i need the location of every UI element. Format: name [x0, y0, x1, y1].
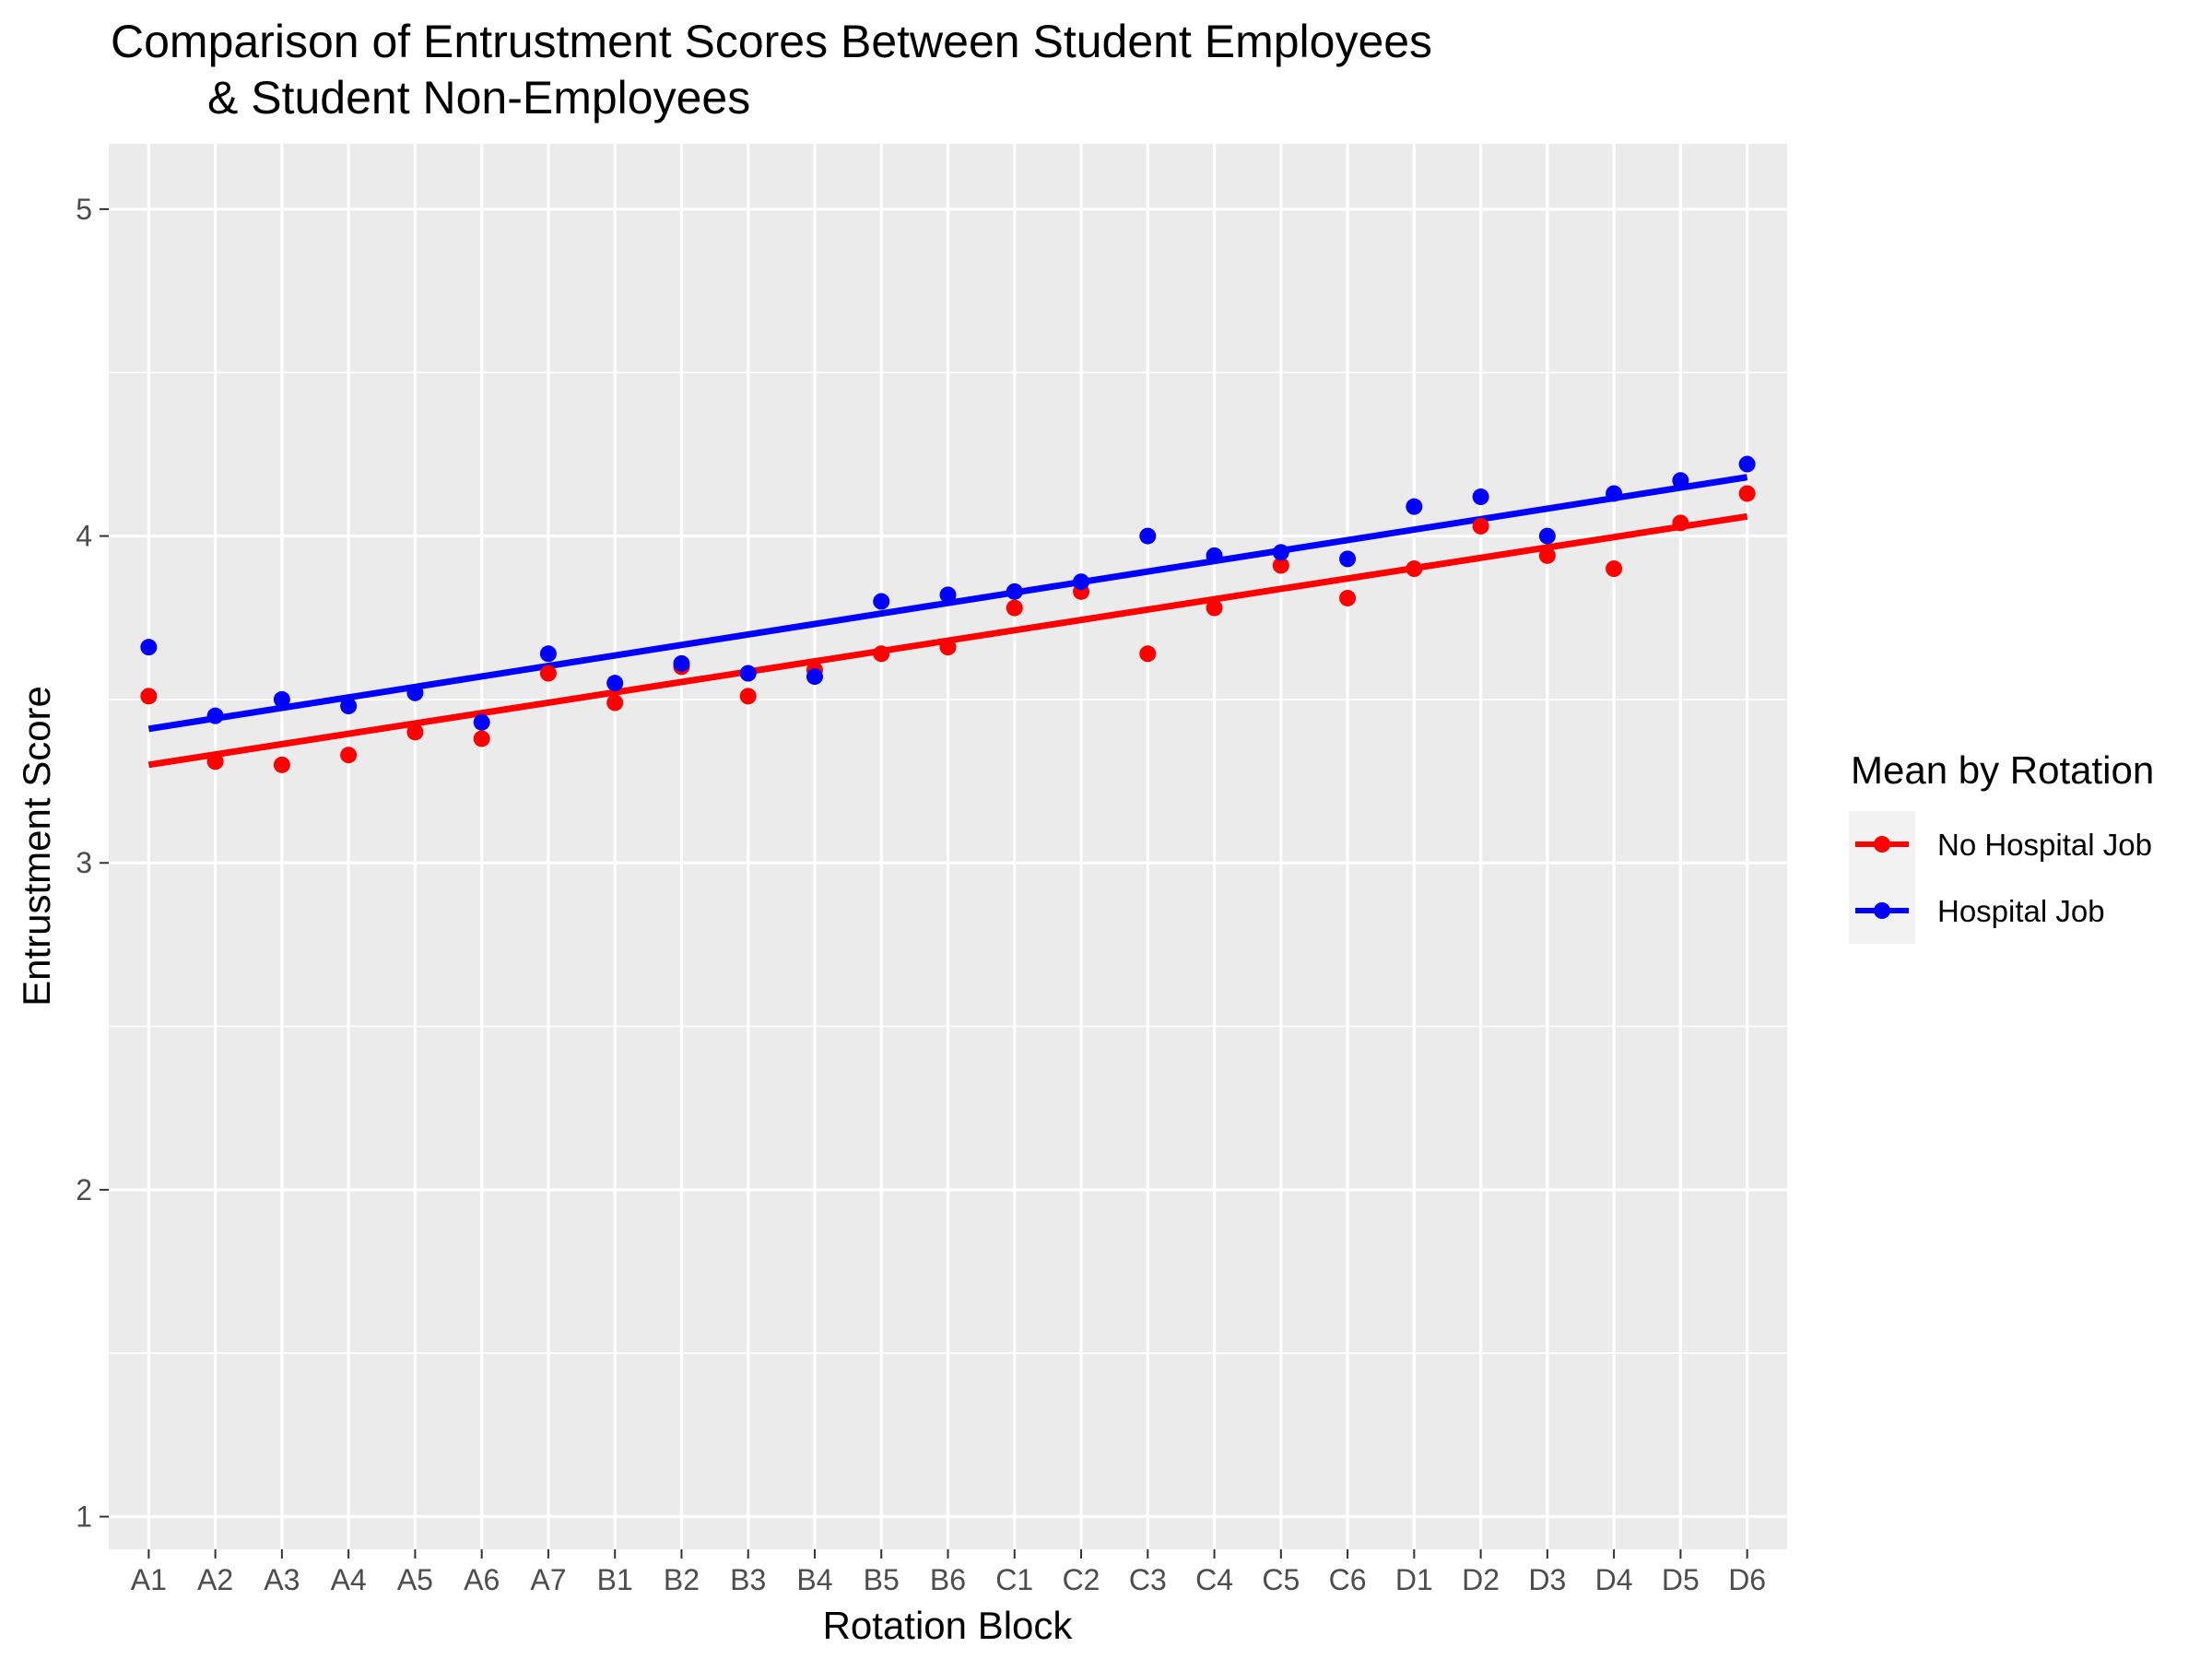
x-tick-label-b4: B4 — [796, 1563, 832, 1596]
legend-keys — [1855, 836, 1909, 919]
legend-label-hospital-job: Hospital Job — [1937, 894, 2105, 928]
point-no-hospital-job-d1 — [1406, 560, 1423, 578]
point-hospital-job-a3 — [273, 690, 290, 708]
point-hospital-job-c6 — [1339, 550, 1357, 568]
point-hospital-job-d5 — [1672, 472, 1689, 489]
x-tick-label-a5: A5 — [397, 1563, 433, 1596]
data-points — [140, 455, 1756, 773]
grid-major — [109, 144, 1787, 1549]
y-tick-label: 5 — [76, 193, 92, 226]
chart-title-line2: & Student Non-Employees — [207, 72, 750, 124]
point-no-hospital-job-a7 — [539, 665, 557, 682]
x-tick-label-a1: A1 — [131, 1563, 167, 1596]
point-hospital-job-a6 — [473, 713, 490, 731]
point-no-hospital-job-d2 — [1472, 517, 1489, 535]
point-hospital-job-a4 — [340, 698, 358, 714]
x-tick-label-d2: D2 — [1462, 1563, 1500, 1596]
x-tick-label-c1: C1 — [995, 1563, 1033, 1596]
x-tick-label-b5: B5 — [864, 1563, 900, 1596]
point-hospital-job-a1 — [140, 639, 158, 656]
point-no-hospital-job-a3 — [273, 756, 290, 773]
point-hospital-job-c2 — [1073, 573, 1090, 591]
x-tick-label-c6: C6 — [1329, 1563, 1367, 1596]
point-hospital-job-c4 — [1206, 547, 1223, 564]
point-hospital-job-a5 — [406, 684, 424, 701]
point-no-hospital-job-c4 — [1206, 599, 1223, 617]
legend: Mean by Rotation No Hospital Job Hospita… — [1849, 748, 2154, 944]
x-tick-label-c3: C3 — [1129, 1563, 1167, 1596]
y-tick-label: 2 — [76, 1173, 92, 1206]
point-hospital-job-b5 — [873, 593, 890, 610]
point-no-hospital-job-d5 — [1672, 514, 1689, 532]
point-no-hospital-job-d6 — [1738, 485, 1756, 502]
point-no-hospital-job-c3 — [1139, 645, 1157, 663]
point-hospital-job-a2 — [206, 707, 224, 724]
x-tick-label-a3: A3 — [264, 1563, 300, 1596]
legend-label-no-hospital-job: No Hospital Job — [1937, 828, 2152, 862]
point-no-hospital-job-c5 — [1272, 557, 1289, 574]
point-hospital-job-b1 — [606, 675, 624, 692]
x-tick-label-b6: B6 — [930, 1563, 966, 1596]
point-no-hospital-job-d3 — [1538, 547, 1556, 564]
x-tick-label-a4: A4 — [331, 1563, 367, 1596]
x-tick-label-c2: C2 — [1063, 1563, 1100, 1596]
x-tick-label-c5: C5 — [1262, 1563, 1300, 1596]
x-axis-title: Rotation Block — [823, 1604, 1074, 1647]
point-hospital-job-d1 — [1406, 498, 1423, 515]
point-no-hospital-job-a2 — [206, 753, 224, 771]
point-hospital-job-d6 — [1738, 455, 1756, 473]
y-axis: 1 2 3 4 5 — [76, 193, 109, 1534]
point-no-hospital-job-b1 — [606, 694, 624, 712]
point-hospital-job-b3 — [739, 665, 757, 682]
point-no-hospital-job-d4 — [1606, 560, 1623, 578]
y-axis-title: Entrustment Score — [15, 686, 58, 1006]
x-tick-label-a7: A7 — [530, 1563, 566, 1596]
x-tick-label-d1: D1 — [1395, 1563, 1433, 1596]
point-hospital-job-c5 — [1272, 544, 1289, 561]
point-hospital-job-d2 — [1472, 488, 1489, 506]
y-tick-label: 1 — [76, 1500, 92, 1534]
x-axis: A1 A2 A3 A4 A5 A6 A7 B1 B2 B3 B4 B5 B6 C1 C2 C3 C4 C5 C6 D1… — [131, 1549, 1766, 1596]
x-tick-label-a6: A6 — [464, 1563, 500, 1596]
point-no-hospital-job-a1 — [140, 688, 158, 705]
x-tick-label-b2: B2 — [664, 1563, 700, 1596]
x-tick-label-d3: D3 — [1528, 1563, 1566, 1596]
y-tick-label: 4 — [76, 520, 92, 553]
point-hospital-job-d3 — [1538, 527, 1556, 545]
point-no-hospital-job-a6 — [473, 730, 490, 747]
point-no-hospital-job-a4 — [340, 747, 358, 764]
point-hospital-job-b4 — [806, 668, 823, 686]
point-hospital-job-d4 — [1606, 485, 1623, 502]
point-hospital-job-c1 — [1006, 582, 1023, 600]
legend-key-point-no-hospital-job — [1874, 836, 1890, 853]
point-hospital-job-c3 — [1139, 527, 1157, 545]
point-hospital-job-b2 — [673, 654, 690, 672]
x-tick-label-d6: D6 — [1728, 1563, 1766, 1596]
point-no-hospital-job-b5 — [873, 645, 890, 663]
x-tick-label-c4: C4 — [1195, 1563, 1233, 1596]
point-hospital-job-a7 — [539, 645, 557, 663]
x-tick-label-b1: B1 — [597, 1563, 633, 1596]
point-no-hospital-job-b6 — [939, 639, 957, 656]
y-tick-label: 3 — [76, 846, 92, 879]
legend-key-point-hospital-job — [1874, 902, 1890, 919]
point-no-hospital-job-c1 — [1006, 599, 1023, 617]
x-tick-label-a2: A2 — [197, 1563, 233, 1596]
point-no-hospital-job-b3 — [739, 688, 757, 705]
x-tick-label-b3: B3 — [730, 1563, 766, 1596]
chart-title: Comparison of Entrustment Scores Between… — [111, 16, 1432, 67]
legend-title: Mean by Rotation — [1851, 748, 2154, 792]
x-tick-label-d4: D4 — [1595, 1563, 1633, 1596]
x-tick-label-d5: D5 — [1662, 1563, 1700, 1596]
point-no-hospital-job-a5 — [406, 724, 424, 741]
point-no-hospital-job-c6 — [1339, 589, 1357, 606]
point-hospital-job-b6 — [939, 586, 957, 604]
